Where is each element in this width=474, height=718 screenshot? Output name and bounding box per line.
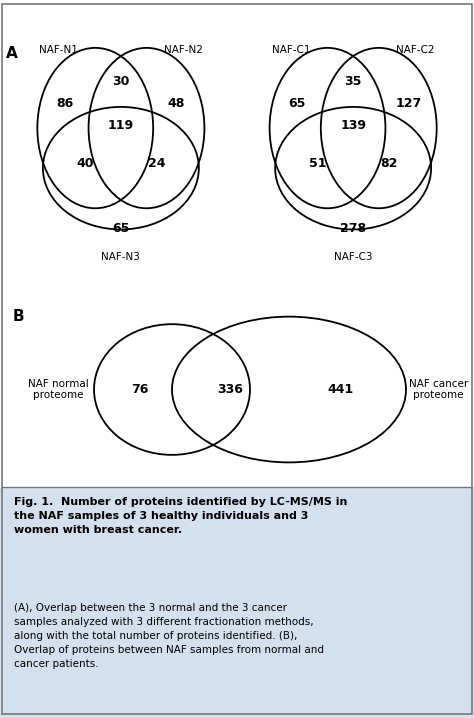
- Text: 278: 278: [340, 222, 366, 235]
- Text: NAF-N1: NAF-N1: [39, 45, 78, 55]
- Text: 35: 35: [345, 75, 362, 88]
- Text: 65: 65: [289, 97, 306, 110]
- Text: A: A: [6, 46, 18, 60]
- Text: NAF normal
proteome: NAF normal proteome: [28, 378, 89, 401]
- Text: B: B: [13, 309, 24, 324]
- Text: 40: 40: [76, 157, 94, 170]
- Text: Fig. 1.  Number of proteins identified by LC-MS/MS in
the NAF samples of 3 healt: Fig. 1. Number of proteins identified by…: [14, 498, 347, 536]
- Text: (A), Overlap between the 3 normal and the 3 cancer
samples analyzed with 3 diffe: (A), Overlap between the 3 normal and th…: [14, 603, 324, 669]
- Text: 86: 86: [56, 97, 74, 110]
- Text: NAF-C3: NAF-C3: [334, 252, 373, 262]
- Text: 82: 82: [380, 157, 398, 170]
- Text: 65: 65: [112, 222, 129, 235]
- Text: 119: 119: [108, 119, 134, 132]
- Text: NAF-N3: NAF-N3: [101, 252, 140, 262]
- Text: NAF cancer
proteome: NAF cancer proteome: [409, 378, 468, 401]
- Text: NAF-C2: NAF-C2: [396, 45, 435, 55]
- Text: 24: 24: [148, 157, 165, 170]
- Text: 76: 76: [131, 383, 148, 396]
- Text: NAF-C1: NAF-C1: [272, 45, 310, 55]
- Text: 48: 48: [168, 97, 185, 110]
- Text: 139: 139: [340, 119, 366, 132]
- FancyBboxPatch shape: [0, 488, 474, 718]
- Text: 336: 336: [218, 383, 244, 396]
- Text: 441: 441: [328, 383, 354, 396]
- Text: NAF-N2: NAF-N2: [164, 45, 203, 55]
- Text: 30: 30: [112, 75, 129, 88]
- Text: 51: 51: [309, 157, 326, 170]
- Text: 127: 127: [396, 97, 422, 110]
